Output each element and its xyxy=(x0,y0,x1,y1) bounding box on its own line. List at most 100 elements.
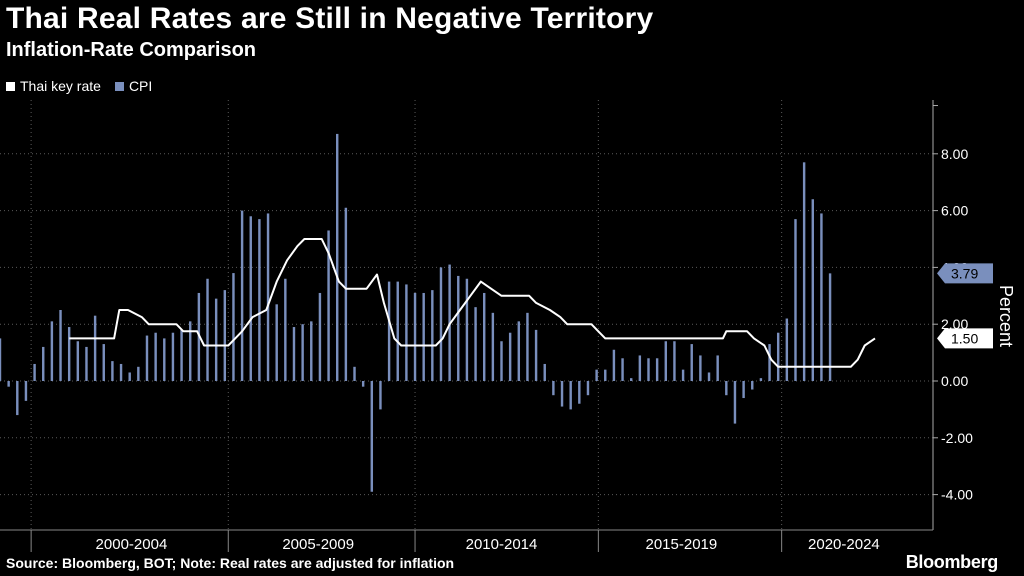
cpi-bar xyxy=(526,312,529,381)
cpi-bar xyxy=(716,355,719,381)
cpi-bar xyxy=(673,341,676,381)
cpi-bar xyxy=(560,381,564,407)
cpi-bar xyxy=(189,321,192,381)
cpi-bar xyxy=(42,346,45,381)
cpi-bar xyxy=(361,381,365,387)
cpi-bar xyxy=(284,278,287,381)
cpi-bar xyxy=(379,381,382,410)
last-value-callout xyxy=(937,328,993,349)
x-group-label: 2010-2014 xyxy=(466,536,538,553)
y-tick-label: 6.00 xyxy=(941,203,968,219)
x-group-label: 2005-2009 xyxy=(282,536,354,553)
cpi-bar xyxy=(240,210,244,381)
cpi-bar xyxy=(119,363,123,381)
cpi-bar xyxy=(483,292,486,381)
cpi-bar xyxy=(595,369,598,381)
cpi-bar xyxy=(318,292,322,381)
bloomberg-logo: Bloomberg xyxy=(905,552,999,572)
legend-item-key-rate: Thai key rate xyxy=(6,78,101,94)
cpi-bar xyxy=(569,381,572,410)
cpi-bar xyxy=(664,341,667,381)
cpi-bar xyxy=(396,281,399,381)
cpi-bar xyxy=(405,284,408,381)
cpi-bar xyxy=(794,219,797,381)
cpi-bar xyxy=(206,278,209,381)
cpi-bar xyxy=(214,298,218,381)
cpi-bar xyxy=(508,332,512,381)
cpi-bar xyxy=(621,358,624,381)
cpi-bar xyxy=(802,162,806,381)
cpi-bar xyxy=(310,321,313,381)
legend-label-cpi: CPI xyxy=(128,78,153,94)
cpi-bar xyxy=(534,329,538,381)
cpi-bar xyxy=(7,381,10,387)
cpi-bar xyxy=(59,310,62,381)
cpi-bar xyxy=(604,369,607,381)
cpi-bar xyxy=(638,355,642,381)
cpi-bar xyxy=(171,332,175,381)
axis-labels: 8.006.004.002.000.00-2.00-4.003.791.50Pe… xyxy=(96,146,1016,553)
cpi-bar xyxy=(785,318,789,381)
cpi-bar xyxy=(85,346,88,381)
cpi-bar xyxy=(457,275,460,381)
cpi-bar xyxy=(232,273,235,381)
cpi-bar xyxy=(137,366,140,381)
cpi-bar xyxy=(690,344,693,381)
cpi-bar xyxy=(681,369,685,381)
cpi-bar xyxy=(655,358,659,381)
cpi-bar xyxy=(301,324,304,381)
last-value-label: 1.50 xyxy=(951,330,978,346)
legend-label-key-rate: Thai key rate xyxy=(20,78,101,94)
cpi-bar xyxy=(629,378,633,381)
axes xyxy=(0,100,938,552)
cpi-bar xyxy=(258,219,261,381)
cpi-bar xyxy=(145,335,149,381)
cpi-bar xyxy=(102,344,105,381)
cpi-bar xyxy=(336,133,339,381)
cpi-bar xyxy=(500,341,503,381)
cpi-bar xyxy=(768,344,771,381)
cpi-bar xyxy=(67,327,71,381)
y-tick-label: 2.00 xyxy=(941,316,968,332)
cpi-bar xyxy=(725,381,728,396)
cpi-bar xyxy=(465,278,469,381)
cpi-bar xyxy=(828,273,832,381)
cpi-bar xyxy=(33,363,36,381)
cpi-bar xyxy=(344,207,348,381)
cpi-bar xyxy=(474,307,477,381)
cpi-bar xyxy=(93,315,97,381)
cpi-bar xyxy=(266,213,270,381)
key-rate-line xyxy=(69,238,876,368)
cpi-bar xyxy=(327,230,330,381)
x-group-label: 2015-2019 xyxy=(645,536,717,553)
cpi-bar xyxy=(387,281,391,381)
cpi-bar xyxy=(16,381,19,416)
cpi-bar xyxy=(128,372,131,381)
cpi-bar xyxy=(223,290,227,381)
y-tick-label: -4.00 xyxy=(941,487,973,503)
source-note: Source: Bloomberg, BOT; Note: Real rates… xyxy=(6,555,455,571)
cpi-bar xyxy=(820,213,823,381)
cpi-bar xyxy=(543,363,546,381)
cpi-bar xyxy=(491,312,495,381)
last-value-callout xyxy=(937,263,993,284)
cpi-bar xyxy=(759,378,763,381)
cpi-bar xyxy=(578,381,581,404)
cpi-bar xyxy=(612,349,616,381)
cpi-bar xyxy=(163,338,166,381)
cpi-bar xyxy=(0,338,2,381)
cpi-bar xyxy=(76,341,80,381)
cpi-bar xyxy=(275,304,278,381)
cpi-bar xyxy=(517,321,521,381)
key-rate-path xyxy=(69,238,876,368)
last-value-label: 3.79 xyxy=(951,265,978,281)
cpi-bar xyxy=(180,329,183,381)
cpi-bar xyxy=(707,372,711,381)
chart-title: Thai Real Rates are Still in Negative Te… xyxy=(6,2,654,35)
legend-swatch-cpi xyxy=(114,81,124,91)
cpi-bar xyxy=(742,381,745,399)
y-tick-label: -2.00 xyxy=(941,430,973,446)
y-tick-label: 8.00 xyxy=(941,146,968,162)
cpi-bar xyxy=(431,290,434,381)
